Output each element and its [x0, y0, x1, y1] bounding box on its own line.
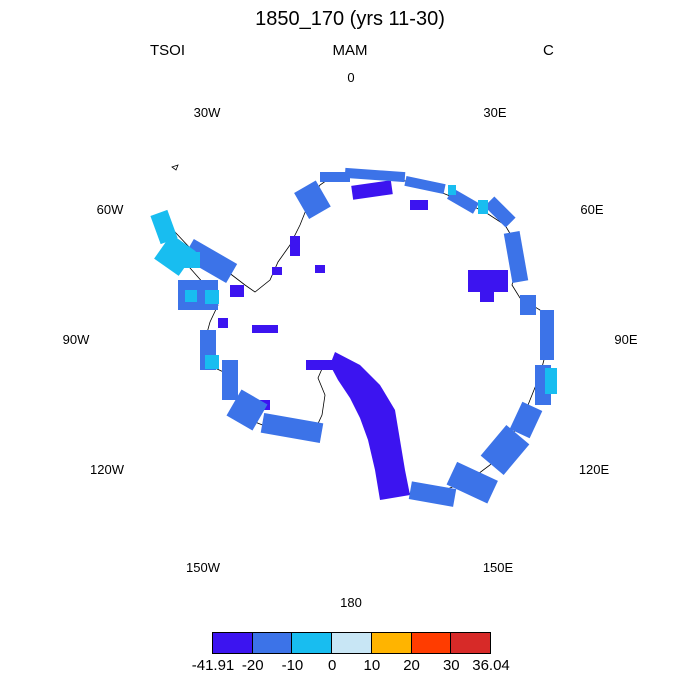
lon-label-150w: 150W: [186, 560, 221, 575]
colorbar-swatch: [410, 632, 452, 654]
lon-label-30e: 30E: [483, 105, 506, 120]
patches-dark-blue: [218, 180, 508, 500]
plot-title: 1850_170 (yrs 11-30): [255, 8, 445, 30]
colorbar-label: -20: [241, 657, 264, 674]
season-label: MAM: [332, 42, 368, 59]
colorbar-swatch: [291, 632, 333, 654]
lon-label-90e: 90E: [614, 332, 637, 347]
colorbar-label: 36.04: [472, 657, 510, 674]
lon-label-60w: 60W: [97, 202, 124, 217]
patches-medium-blue: [178, 167, 554, 507]
colorbar-label: 10: [363, 657, 381, 674]
colorbar-label: 30: [442, 657, 460, 674]
lon-label-0: 0: [347, 70, 354, 85]
lon-label-30w: 30W: [194, 105, 221, 120]
colorbar-swatch: [251, 632, 293, 654]
variable-label: TSOI: [150, 42, 186, 59]
island-outline: [171, 164, 179, 171]
lon-label-60e: 60E: [580, 202, 603, 217]
lon-label-90w: 90W: [63, 332, 90, 347]
colorbar-label: 0: [327, 657, 337, 674]
lon-label-150e: 150E: [483, 560, 514, 575]
colorbar-swatch: [370, 632, 412, 654]
colorbar-label: -10: [281, 657, 304, 674]
patches-light-blue: [150, 185, 557, 394]
colorbar-label: 20: [403, 657, 420, 674]
colorbar-swatch: [212, 632, 253, 654]
colorbar: [212, 632, 492, 654]
lon-label-180: 180: [340, 595, 362, 610]
colorbar-swatch: [331, 632, 372, 654]
lon-label-120e: 120E: [579, 462, 610, 477]
colorbar-label: -41.91: [191, 657, 235, 674]
lon-label-120w: 120W: [90, 462, 125, 477]
colorbar-swatch: [450, 632, 492, 654]
units-label: C: [543, 42, 554, 59]
